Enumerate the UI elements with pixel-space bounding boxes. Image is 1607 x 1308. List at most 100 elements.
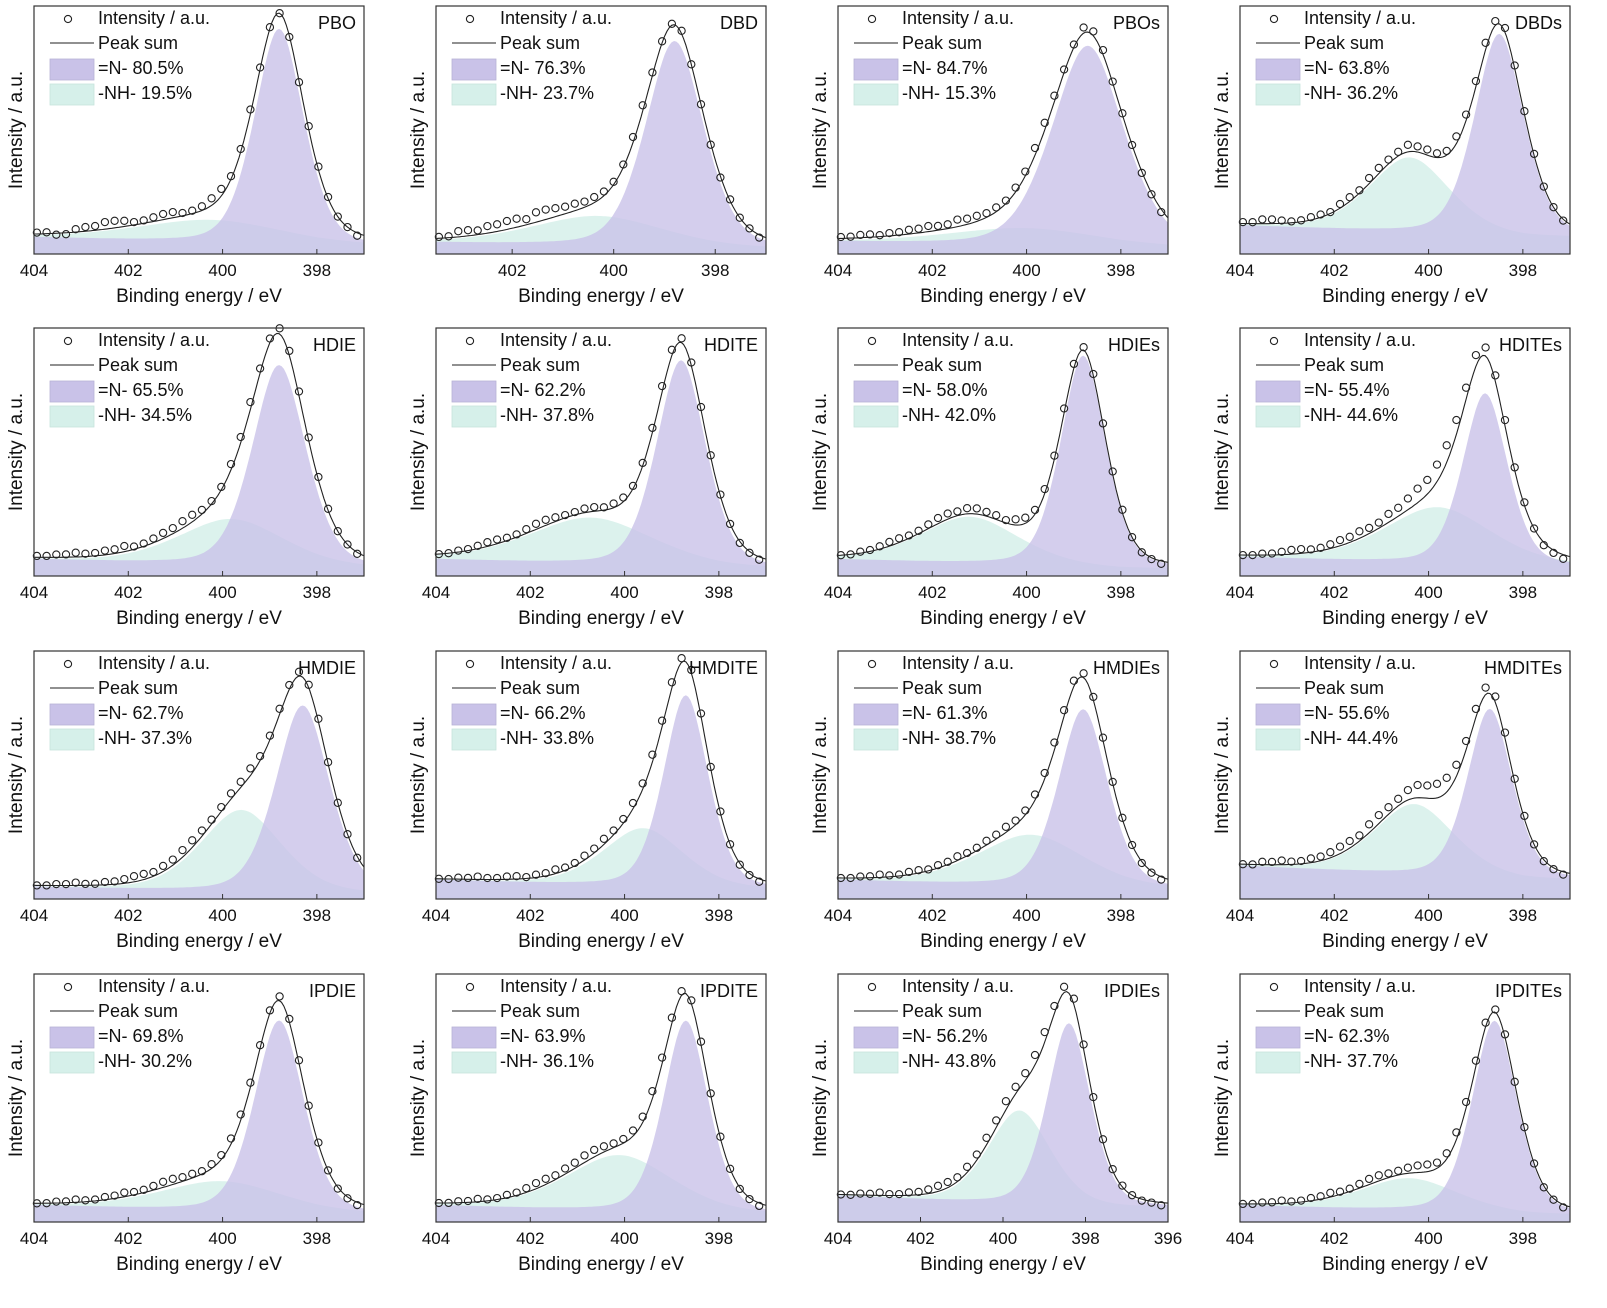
intensity-point	[1157, 875, 1166, 884]
intensity-point	[1069, 676, 1079, 685]
intensity-point	[541, 205, 550, 214]
intensity-point	[677, 334, 686, 343]
intensity-point	[1491, 371, 1500, 380]
intensity-point	[687, 996, 696, 1005]
legend-sum-label: Peak sum	[500, 33, 580, 53]
x-tick-label: 398	[303, 906, 331, 925]
intensity-point	[1238, 217, 1248, 227]
intensity-point	[149, 867, 158, 877]
y-axis-label: Intensity / a.u.	[408, 393, 429, 511]
xps-panel-ipdites: 404 402 400 398 Binding energy / eV Intensity…	[1208, 968, 1607, 1295]
intensity-point	[1461, 1097, 1471, 1107]
n-component-area	[838, 1023, 1168, 1222]
intensity-point	[599, 834, 609, 843]
x-tick-label: 402	[906, 1229, 934, 1248]
intensity-point	[1296, 216, 1306, 225]
plot-frame	[837, 650, 1169, 900]
intensity-point	[885, 537, 894, 547]
intensity-point	[1481, 1018, 1490, 1027]
intensity-point	[551, 513, 560, 522]
x-tick-label: 398	[1509, 1229, 1537, 1248]
intensity-point	[836, 232, 846, 242]
y-axis-label: Intensity / a.u.	[1212, 1039, 1233, 1157]
intensity-point	[1069, 994, 1079, 1003]
intensity-point	[207, 815, 216, 824]
intensity-point	[865, 1189, 875, 1198]
intensity-point	[580, 197, 589, 206]
n-component-area	[436, 360, 766, 576]
y-axis-label: Intensity / a.u.	[810, 1039, 831, 1157]
intensity-point	[914, 866, 923, 875]
intensity-point	[333, 212, 342, 221]
intensity-point	[463, 544, 473, 554]
intensity-point	[638, 779, 647, 788]
legend-nh-percent: 37.3%	[141, 728, 192, 748]
legend-nh-prefix: -NH-	[1304, 1051, 1342, 1071]
intensity-point	[865, 230, 875, 239]
intensity-point	[265, 1006, 275, 1015]
n-component-area	[436, 695, 766, 899]
intensity-point	[1069, 359, 1079, 369]
intensity-point	[323, 504, 333, 513]
intensity-point	[120, 874, 129, 884]
intensity-point	[207, 194, 216, 203]
intensity-point	[197, 202, 207, 211]
intensity-point	[1413, 484, 1422, 493]
intensity-point	[304, 680, 313, 689]
sample-name: HMDIEs	[1093, 658, 1160, 678]
xps-panel-hdite: 404 402 400 398 Binding energy / eV Intensity…	[404, 322, 804, 649]
intensity-point	[333, 1184, 342, 1193]
intensity-point	[933, 861, 943, 870]
intensity-point	[1345, 836, 1354, 846]
intensity-point	[924, 865, 933, 874]
plot-frame	[33, 973, 365, 1223]
x-tick-label: 398	[705, 1229, 733, 1248]
intensity-point	[875, 870, 884, 879]
intensity-point	[1248, 1199, 1257, 1209]
intensity-point	[100, 217, 110, 227]
intensity-point	[1520, 107, 1529, 116]
intensity-point	[1549, 865, 1558, 874]
intensity-point	[314, 1138, 323, 1147]
intensity-point	[531, 519, 541, 528]
intensity-point	[236, 777, 245, 786]
xps-chart-svg: 404 402 400 398 Binding energy / eV Intensity…	[810, 327, 1169, 629]
legend-nh-swatch	[49, 83, 95, 106]
intensity-point	[1442, 441, 1451, 450]
intensity-point	[32, 551, 42, 561]
peak-sum-line	[34, 12, 365, 236]
x-tick-label: 404	[1226, 1229, 1254, 1248]
intensity-point	[846, 1190, 855, 1199]
intensity-point	[1059, 706, 1069, 715]
legend-intensity-marker	[867, 14, 877, 24]
plot-frame	[435, 650, 767, 900]
intensity-point	[1021, 806, 1030, 815]
intensity-point	[1108, 1165, 1117, 1174]
legend-nh-swatch	[853, 1051, 899, 1074]
n-component-area	[436, 1020, 766, 1222]
legend-n-label: =N- 84.7%	[902, 58, 988, 78]
plot-frame	[33, 650, 365, 900]
y-axis-label: Intensity / a.u.	[408, 716, 429, 834]
intensity-point	[149, 1181, 158, 1191]
intensity-point	[314, 714, 323, 723]
intensity-point	[1423, 475, 1432, 485]
intensity-point	[492, 535, 502, 544]
intensity-point	[1050, 91, 1059, 100]
legend-nh-prefix: -NH-	[1304, 728, 1342, 748]
intensity-point	[687, 60, 696, 69]
intensity-point	[110, 877, 119, 886]
legend-sum-label: Peak sum	[1304, 678, 1384, 698]
n-component-area	[34, 365, 364, 576]
legend-n-label: =N- 55.6%	[1304, 703, 1390, 723]
intensity-point	[735, 538, 744, 548]
intensity-point	[149, 534, 158, 543]
legend-n-swatch	[451, 703, 497, 726]
intensity-point	[1011, 183, 1020, 192]
legend-n-swatch	[853, 1026, 899, 1049]
intensity-point	[1491, 16, 1500, 26]
x-tick-label: 400	[610, 583, 638, 602]
intensity-point	[570, 507, 579, 517]
legend-nh-prefix: -NH-	[1304, 405, 1342, 425]
intensity-point	[1069, 40, 1079, 49]
